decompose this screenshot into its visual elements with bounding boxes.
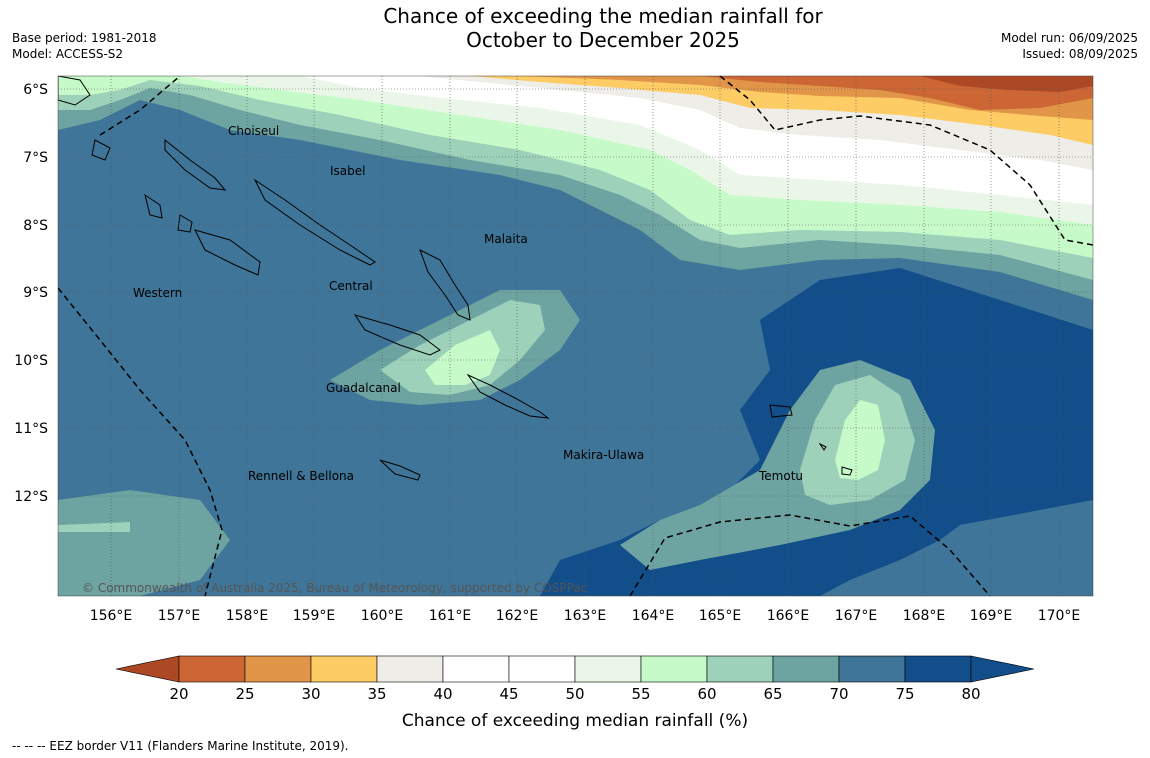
colorbar-tick-label: 80 (961, 685, 980, 703)
region-western: Western (133, 286, 182, 300)
colorbar-tick-label: 60 (697, 685, 716, 703)
colorbar-cell (904, 655, 972, 683)
colorbar-cell (310, 655, 378, 683)
contour-70-southwest (58, 490, 230, 596)
colorbar-cell (376, 655, 444, 683)
colorbar-cells (178, 655, 972, 683)
region-rennell-bellona: Rennell & Bellona (248, 469, 354, 483)
lat-label: 8°S (23, 218, 48, 234)
colorbar-cell (442, 655, 510, 683)
model-run: Model run: 06/09/2025 (1000, 31, 1138, 45)
map-copyright: © Commonwealth of Australia 2025, Bureau… (82, 581, 587, 595)
contour-20 (920, 76, 1093, 92)
title-line1: Chance of exceeding the median rainfall … (383, 4, 823, 28)
colorbar-tick-label: 30 (301, 685, 320, 703)
longitude-axis: 156°E 157°E 158°E 159°E 160°E 161°E 162°… (90, 608, 1081, 624)
colorbar-tick-label: 55 (631, 685, 650, 703)
region-temotu: Temotu (758, 469, 803, 483)
colorbar-tick-label: 25 (235, 685, 254, 703)
eez-border (58, 76, 1093, 596)
region-labels: Choiseul Isabel Malaita Western Central … (133, 124, 803, 483)
lat-label: 7°S (23, 150, 48, 166)
region-isabel: Isabel (330, 164, 365, 178)
latitude-axis: 6°S 7°S 8°S 9°S 10°S 11°S 12°S (14, 82, 48, 505)
lat-label: 12°S (14, 489, 48, 505)
map-frame (57, 75, 1094, 597)
colorbar-low-extension (115, 655, 180, 683)
lon-label: 165°E (699, 608, 742, 624)
lat-label: 6°S (23, 82, 48, 98)
colorbar-title: Chance of exceeding median rainfall (%) (402, 711, 748, 731)
lon-label: 163°E (564, 608, 607, 624)
colorbar-cell (574, 655, 642, 683)
lon-label: 166°E (767, 608, 810, 624)
eez-legend-note: -- -- -- EEZ border V11 (Flanders Marine… (12, 739, 349, 753)
colorbar-tick-label: 35 (367, 685, 386, 703)
lat-label: 9°S (23, 285, 48, 301)
lon-label: 160°E (361, 608, 404, 624)
region-makira-ulawa: Makira-Ulawa (563, 448, 644, 462)
lon-label: 161°E (429, 608, 472, 624)
lat-label: 10°S (14, 353, 48, 369)
contour-60-guadalcanal (425, 330, 500, 385)
lon-label: 162°E (496, 608, 539, 624)
title-line2: October to December 2025 (466, 28, 740, 52)
colorbar-tick-label: 75 (895, 685, 914, 703)
colorbar-cell (244, 655, 312, 683)
lon-label: 158°E (226, 608, 269, 624)
colorbar-ticks: 20 25 30 35 40 45 50 55 60 65 70 75 80 (169, 685, 980, 703)
lon-label: 168°E (903, 608, 946, 624)
lon-label: 157°E (158, 608, 201, 624)
contour-60-temotu (835, 400, 885, 480)
island-outlines (58, 76, 853, 481)
meta-left: Base period: 1981-2018 Model: ACCESS-S2 (12, 30, 157, 62)
lat-label: 11°S (14, 421, 48, 437)
colorbar-cell (178, 655, 246, 683)
colorbar-tick-label: 45 (499, 685, 518, 703)
contour-65-strip (58, 522, 130, 532)
colorbar-cell (640, 655, 708, 683)
region-malaita: Malaita (484, 232, 528, 246)
colorbar-cell (508, 655, 576, 683)
region-central: Central (329, 279, 373, 293)
colorbar-tick-label: 50 (565, 685, 584, 703)
colorbar-cell (772, 655, 840, 683)
colorbar-tick-label: 65 (763, 685, 782, 703)
lon-label: 169°E (970, 608, 1013, 624)
map-title: Chance of exceeding the median rainfall … (0, 4, 1150, 52)
region-guadalcanal: Guadalcanal (326, 381, 401, 395)
lon-label: 164°E (632, 608, 675, 624)
issued-date: Issued: 08/09/2025 (1022, 47, 1138, 61)
meta-right: Model run: 06/09/2025 Issued: 08/09/2025 (1001, 30, 1138, 62)
rainfall-probability-map: © Commonwealth of Australia 2025, Bureau… (58, 76, 1093, 596)
colorbar-tick-label: 40 (433, 685, 452, 703)
colorbar-cell (706, 655, 774, 683)
region-choiseul: Choiseul (228, 124, 279, 138)
colorbar-tick-label: 20 (169, 685, 188, 703)
colorbar-high-extension (970, 655, 1035, 683)
colorbar-tick-label: 70 (829, 685, 848, 703)
model-name: Model: ACCESS-S2 (12, 47, 124, 61)
colorbar: 20 25 30 35 40 45 50 55 60 65 70 75 80 Chance of exc… (115, 655, 1035, 731)
colorbar-cell (838, 655, 906, 683)
lon-label: 159°E (293, 608, 336, 624)
lon-label: 167°E (835, 608, 878, 624)
base-period: Base period: 1981-2018 (12, 31, 157, 45)
lon-label: 156°E (90, 608, 133, 624)
lon-label: 170°E (1038, 608, 1081, 624)
